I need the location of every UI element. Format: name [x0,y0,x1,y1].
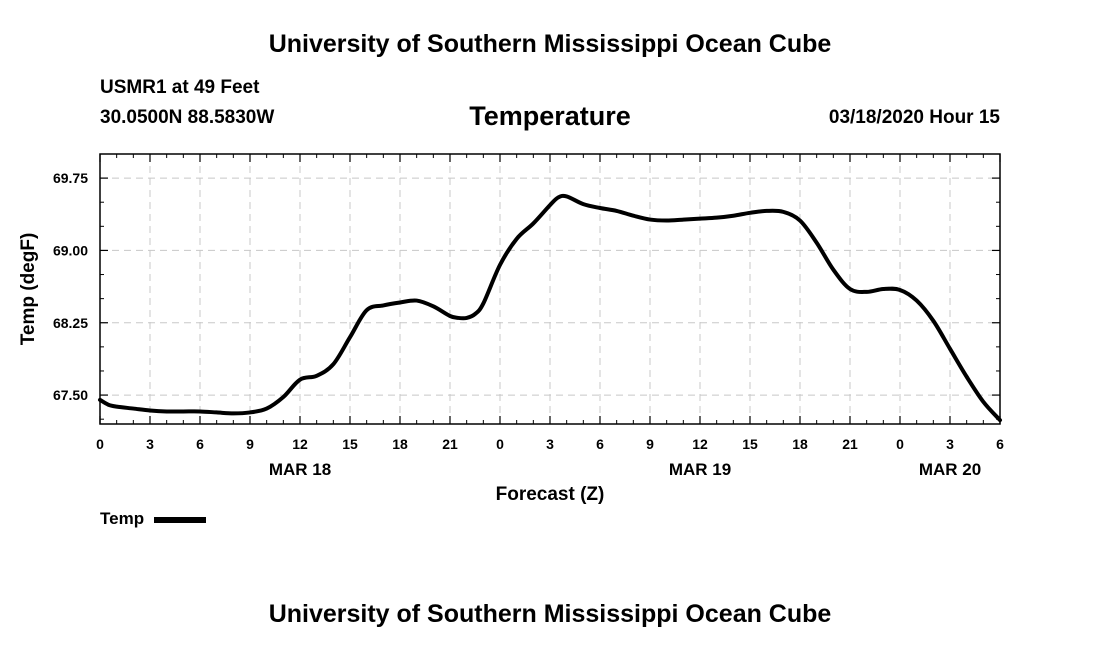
x-tick-label: 0 [496,436,504,452]
tick-marks [99,154,1001,424]
x-tick-label: 21 [842,436,858,452]
legend-label: Temp [100,509,145,528]
x-tick-label: 21 [442,436,458,452]
y-tick-labels: 67.50 68.25 69.00 69.75 [53,170,88,403]
x-tick-label: 12 [692,436,708,452]
x-tick-label: 12 [292,436,308,452]
date-label: MAR 19 [669,460,731,479]
x-tick-label: 9 [646,436,654,452]
x-tick-label: 18 [392,436,408,452]
x-tick-label: 6 [196,436,204,452]
run-time-label: 03/18/2020 Hour 15 [828,107,1000,128]
temp-series-line [98,193,1002,423]
y-axis-label: Temp (degF) [18,233,39,346]
x-tick-label: 3 [946,436,954,452]
y-tick-label: 67.50 [53,387,88,403]
x-tick-label: 15 [742,436,758,452]
x-tick-labels: 0 3 6 9 12 15 18 21 0 3 6 9 12 15 18 21 0 3 6 [96,436,1004,452]
y-tick-label: 69.00 [53,242,88,258]
top-title: University of Southern Mississippi Ocean… [268,30,832,58]
series-layer [98,193,1002,423]
x-tick-label: 3 [546,436,554,452]
coordinates-label: 30.0500N 88.5830W [100,107,275,128]
station-label: USMR1 at 49 Feet [100,77,260,98]
bottom-title: University of Southern Mississippi Ocean… [268,600,832,628]
x-tick-label: 0 [96,436,104,452]
date-labels: MAR 18 MAR 19 MAR 20 [269,460,981,479]
x-tick-label: 15 [342,436,358,452]
chart-title: Temperature [469,101,631,131]
legend-swatch [154,517,207,523]
x-axis-label: Forecast (Z) [496,484,605,505]
date-label: MAR 20 [919,460,981,479]
x-tick-label: 3 [146,436,154,452]
legend: Temp [100,509,207,529]
y-tick-label: 69.75 [53,170,88,186]
date-label: MAR 18 [269,460,331,479]
x-tick-label: 18 [792,436,808,452]
x-tick-label: 6 [996,436,1004,452]
x-tick-label: 9 [246,436,254,452]
y-tick-label: 68.25 [53,315,88,331]
x-tick-label: 0 [896,436,904,452]
x-tick-label: 6 [596,436,604,452]
grid-lines [100,154,1000,424]
